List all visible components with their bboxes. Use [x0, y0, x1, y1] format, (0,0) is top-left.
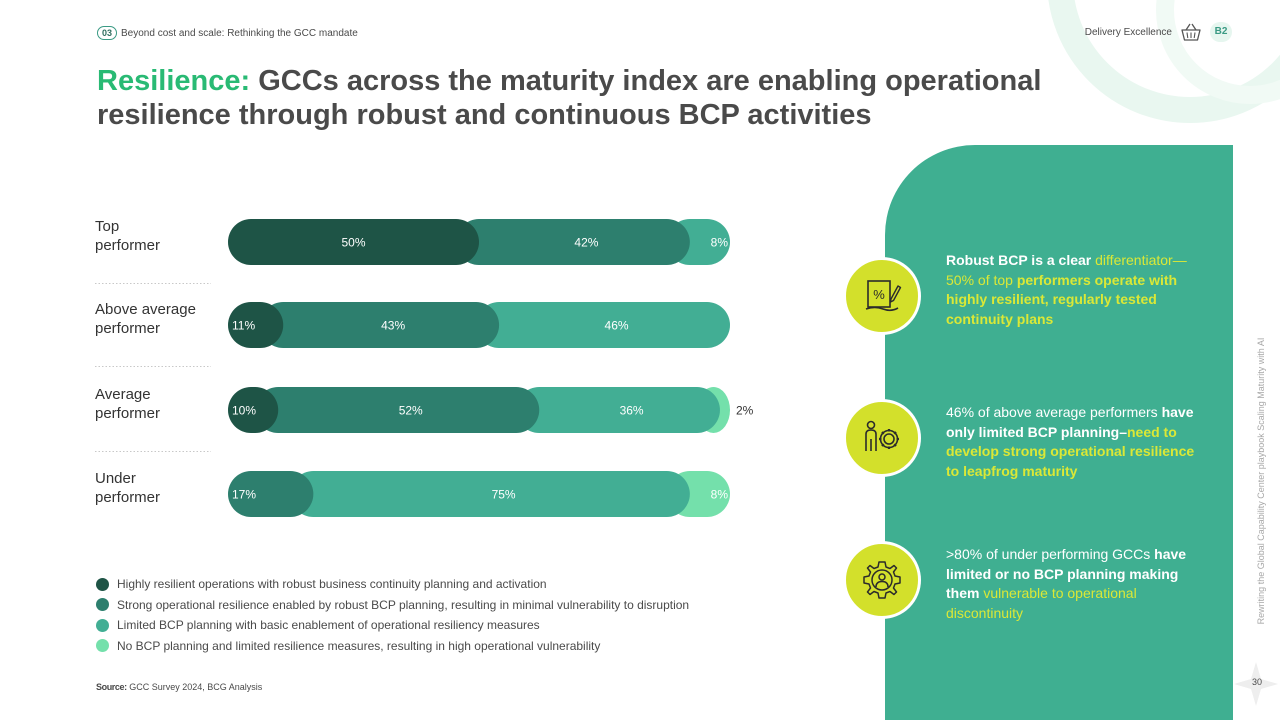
section-tag: 03 Beyond cost and scale: Rethinking the… — [97, 26, 358, 40]
bar-segment — [255, 387, 540, 433]
person-gear-icon — [865, 420, 899, 451]
legend-label: Highly resilient operations with robust … — [117, 577, 547, 592]
data-label: 43% — [381, 319, 405, 333]
legend-swatch — [96, 639, 109, 653]
bar-row-2: Above average performer 11% 43% 46% — [95, 301, 730, 367]
category-label: Average performer — [95, 386, 160, 422]
legend-item: Limited BCP planning with basic enableme… — [96, 615, 689, 636]
section-badge: B2 — [1210, 22, 1232, 42]
category-label-line: Average — [95, 386, 151, 403]
legend-label: No BCP planning and limited resilience m… — [117, 638, 601, 653]
bar-segment — [260, 302, 500, 348]
insight-icon-1: % — [843, 257, 921, 335]
bar-row-1: Top performer 50% 42% 8% — [95, 218, 730, 284]
data-label: 8% — [711, 236, 729, 250]
category-header: Delivery Excellence B2 — [1085, 22, 1232, 42]
insights-panel: % Robust BCP is a clear differentiator—5… — [843, 145, 1233, 720]
data-label: 50% — [341, 236, 365, 250]
insight-icon-2 — [843, 399, 921, 477]
category-label-line: Under — [95, 470, 136, 487]
insight-text-segment: need to develop strong operational resil… — [946, 423, 1195, 479]
data-label: 52% — [399, 404, 423, 418]
page-title: Resilience: GCCs across the maturity ind… — [97, 64, 1097, 132]
category-label-line: Above average — [95, 301, 196, 318]
data-label: 36% — [620, 404, 644, 418]
legend-swatch — [96, 618, 109, 632]
insight-text-segment: —50% of top — [946, 252, 1187, 288]
data-label: 8% — [711, 488, 729, 502]
bar-segment — [456, 219, 690, 265]
side-caption-text: Rewriting the Global Capability Center p… — [1256, 337, 1266, 625]
page-number: 30 — [1251, 677, 1262, 687]
insight-text-segment: have only limited BCP planning– — [946, 404, 1194, 440]
insight-icon-3 — [843, 541, 921, 619]
legend-swatch — [96, 577, 109, 591]
bar-row-4: Under performer 17% 75% 8% — [95, 470, 730, 517]
side-caption: Rewriting the Global Capability Center p… — [1252, 316, 1270, 646]
data-label: 46% — [605, 319, 629, 333]
category-label-line: performer — [95, 237, 160, 254]
title-rest: GCCs across the maturity index are enabl… — [97, 65, 1042, 131]
source-label: Source: — [96, 682, 127, 692]
data-label: 10% — [232, 404, 256, 418]
data-label: 11% — [232, 319, 255, 333]
legend-item: No BCP planning and limited resilience m… — [96, 636, 689, 657]
legend-label: Limited BCP planning with basic enableme… — [117, 618, 540, 633]
stacked-bar-chart: Top performer 50% 42% 8% Above average perform… — [95, 218, 754, 517]
insight-text-segment: differentiator — [1095, 252, 1173, 268]
gear-person-icon — [863, 561, 901, 599]
data-label: 75% — [492, 488, 516, 502]
legend-label: Strong operational resilience enabled by… — [117, 597, 690, 612]
page-star-badge — [1234, 662, 1278, 706]
bar-segment — [228, 219, 479, 265]
legend-item: Strong operational resilience enabled by… — [96, 595, 689, 616]
chart-legend: Highly resilient operations with robust … — [96, 574, 689, 656]
svg-text:%: % — [873, 287, 885, 302]
insight-text-3: >80% of under performing GCCs have limit… — [946, 545, 1206, 623]
bar-segment — [290, 471, 690, 517]
data-label: 2% — [736, 404, 754, 418]
title-accent: Resilience: — [97, 65, 251, 97]
category-label-line: performer — [95, 405, 160, 422]
category-label: Top performer — [95, 218, 160, 254]
data-label: 17% — [232, 488, 256, 502]
section-number: 03 — [97, 26, 118, 40]
category-label-line: performer — [95, 320, 160, 337]
insight-text-segment: 46% of above average performers — [946, 404, 1162, 420]
bar-segment — [476, 302, 730, 348]
insight-text-segment: have limited or no BCP planning making t… — [946, 546, 1187, 601]
category-label-line: performer — [95, 489, 160, 506]
bar-segment — [228, 302, 284, 348]
legend-swatch — [96, 598, 109, 612]
source-note: Source: GCC Survey 2024, BCG Analysis — [96, 682, 262, 692]
basket-icon — [1181, 23, 1201, 41]
category-label: Delivery Excellence — [1084, 26, 1172, 38]
category-label: Under performer — [95, 470, 160, 506]
insight-text-segment: vulnerable to operational discontinuity — [946, 585, 1137, 621]
insight-text-segment: >80% of under performing GCCs — [946, 546, 1155, 562]
decorative-rings — [1048, 0, 1280, 123]
insight-text-1: Robust BCP is a clear differentiator—50%… — [946, 251, 1206, 329]
data-label: 42% — [574, 236, 598, 250]
insight-text-segment: performers operate with highly resilient… — [946, 271, 1178, 327]
bar-segment — [228, 471, 314, 517]
legend-item: Highly resilient operations with robust … — [96, 574, 689, 595]
percent-document-icon: % — [865, 280, 902, 312]
bar-row-3: Average performer 10% 52% 36% 2% — [95, 386, 754, 452]
category-label-line: Top — [95, 218, 119, 235]
bar-segment — [228, 387, 279, 433]
source-text: GCC Survey 2024, BCG Analysis — [126, 682, 263, 692]
insight-text-segment: Robust BCP is a clear — [946, 252, 1096, 268]
category-label: Above average performer — [95, 301, 196, 337]
section-title: Beyond cost and scale: Rethinking the GC… — [121, 27, 358, 39]
insight-text-2: 46% of above average performers have onl… — [946, 403, 1206, 481]
bar-segment — [516, 387, 720, 433]
